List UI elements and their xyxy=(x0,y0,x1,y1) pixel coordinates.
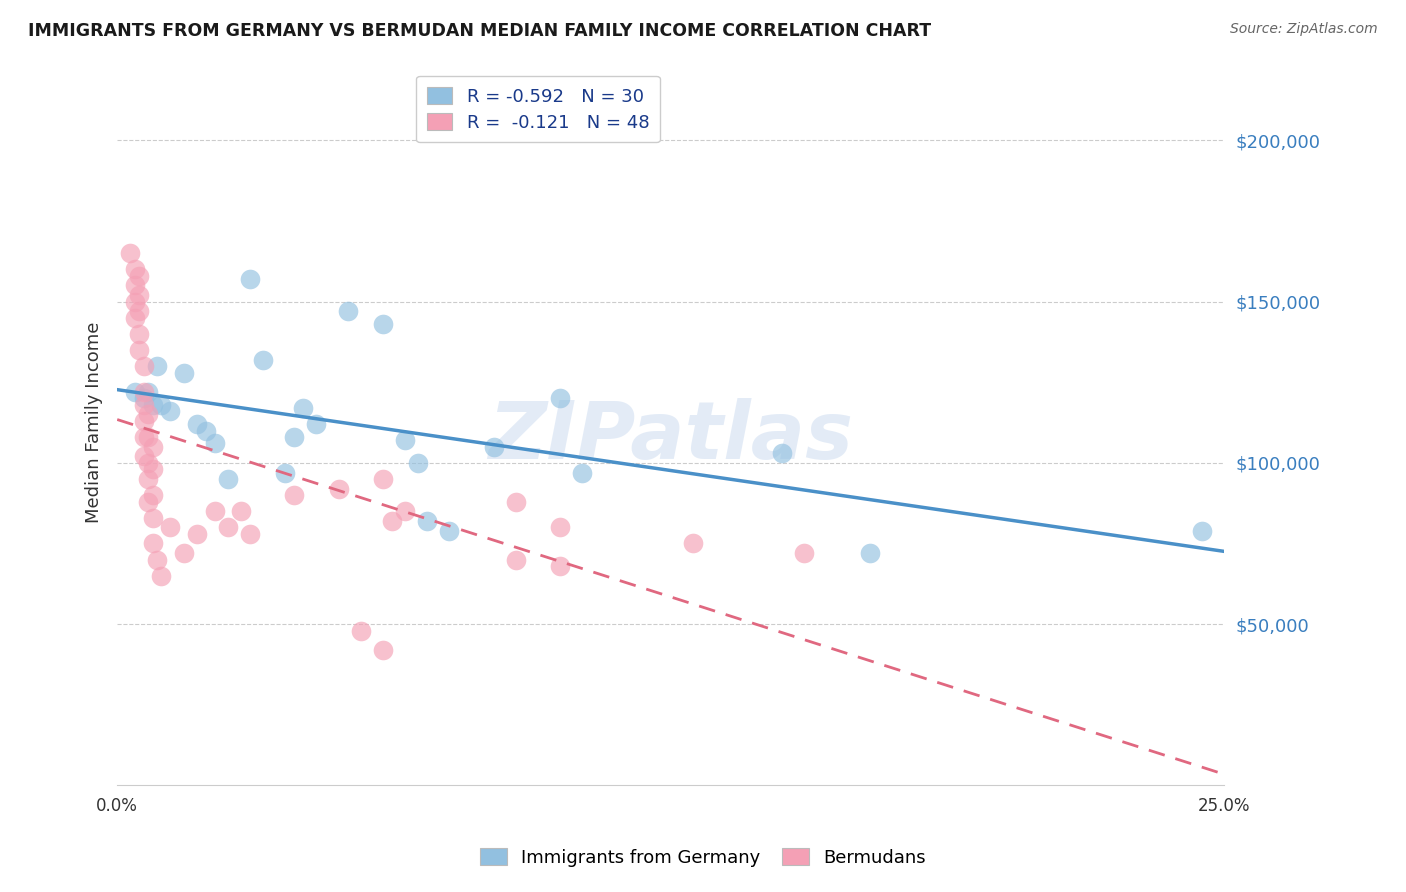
Point xyxy=(136,384,159,399)
Point xyxy=(128,268,150,283)
Point xyxy=(274,466,297,480)
Point xyxy=(371,317,394,331)
Text: ZIPatlas: ZIPatlas xyxy=(488,398,853,476)
Point xyxy=(146,359,169,373)
Point xyxy=(132,359,155,373)
Point xyxy=(159,520,181,534)
Point xyxy=(124,294,146,309)
Point xyxy=(548,559,571,574)
Y-axis label: Median Family Income: Median Family Income xyxy=(86,322,103,524)
Point xyxy=(186,526,208,541)
Point xyxy=(124,384,146,399)
Point xyxy=(204,504,226,518)
Point xyxy=(571,466,593,480)
Text: IMMIGRANTS FROM GERMANY VS BERMUDAN MEDIAN FAMILY INCOME CORRELATION CHART: IMMIGRANTS FROM GERMANY VS BERMUDAN MEDI… xyxy=(28,22,931,40)
Point xyxy=(136,494,159,508)
Point xyxy=(505,494,527,508)
Point xyxy=(381,514,404,528)
Point xyxy=(252,352,274,367)
Point xyxy=(770,446,793,460)
Point xyxy=(173,366,195,380)
Point xyxy=(128,288,150,302)
Point xyxy=(204,436,226,450)
Point xyxy=(505,552,527,566)
Point xyxy=(194,424,217,438)
Point xyxy=(394,434,416,448)
Point xyxy=(142,440,165,454)
Point xyxy=(124,278,146,293)
Point xyxy=(146,552,169,566)
Point xyxy=(283,430,305,444)
Point xyxy=(142,462,165,476)
Text: Source: ZipAtlas.com: Source: ZipAtlas.com xyxy=(1230,22,1378,37)
Point xyxy=(336,304,359,318)
Point xyxy=(239,272,262,286)
Point xyxy=(132,392,155,406)
Point xyxy=(120,246,142,260)
Point xyxy=(239,526,262,541)
Point xyxy=(394,504,416,518)
Point xyxy=(217,520,239,534)
Point xyxy=(173,546,195,560)
Point xyxy=(283,488,305,502)
Legend: Immigrants from Germany, Bermudans: Immigrants from Germany, Bermudans xyxy=(472,841,934,874)
Legend: R = -0.592   N = 30, R =  -0.121   N = 48: R = -0.592 N = 30, R = -0.121 N = 48 xyxy=(416,76,659,143)
Point xyxy=(132,414,155,428)
Point xyxy=(548,392,571,406)
Point xyxy=(150,568,173,582)
Point xyxy=(292,401,315,415)
Point xyxy=(416,514,439,528)
Point xyxy=(682,536,704,550)
Point xyxy=(371,472,394,486)
Point xyxy=(305,417,328,431)
Point xyxy=(128,343,150,357)
Point xyxy=(132,384,155,399)
Point xyxy=(328,482,350,496)
Point xyxy=(793,546,815,560)
Point xyxy=(548,520,571,534)
Point xyxy=(150,398,173,412)
Point xyxy=(132,450,155,464)
Point xyxy=(371,643,394,657)
Point xyxy=(124,310,146,325)
Point xyxy=(142,398,165,412)
Point xyxy=(136,430,159,444)
Point xyxy=(136,408,159,422)
Point xyxy=(132,430,155,444)
Point xyxy=(142,510,165,524)
Point xyxy=(132,398,155,412)
Point xyxy=(136,456,159,470)
Point xyxy=(159,404,181,418)
Point xyxy=(350,624,373,638)
Point xyxy=(482,440,505,454)
Point xyxy=(231,504,253,518)
Point xyxy=(128,304,150,318)
Point xyxy=(1191,524,1213,538)
Point xyxy=(128,326,150,341)
Point xyxy=(186,417,208,431)
Point xyxy=(439,524,461,538)
Point xyxy=(142,488,165,502)
Point xyxy=(217,472,239,486)
Point xyxy=(142,536,165,550)
Point xyxy=(124,262,146,277)
Point xyxy=(408,456,430,470)
Point xyxy=(136,472,159,486)
Point xyxy=(859,546,882,560)
